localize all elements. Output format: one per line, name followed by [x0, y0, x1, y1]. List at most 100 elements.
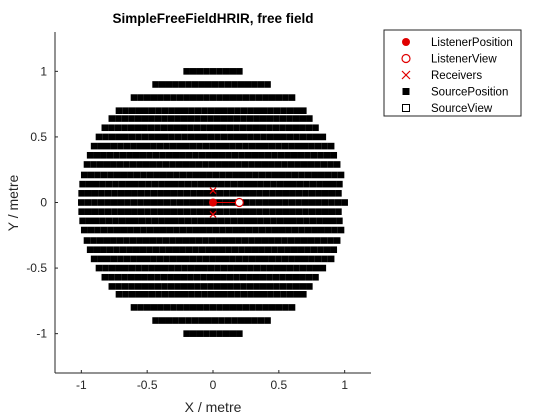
source-position-marker [221, 291, 228, 298]
source-position-marker [101, 273, 109, 281]
source-position-marker [210, 190, 217, 197]
source-position-marker [156, 237, 163, 244]
source-position-marker [210, 217, 218, 225]
source-position-marker [185, 151, 193, 159]
source-position-marker [78, 199, 85, 206]
source-position-marker [308, 199, 316, 206]
source-position-marker [87, 226, 95, 234]
source-position-marker [193, 124, 201, 132]
source-position-marker [240, 264, 248, 272]
source-position-marker [307, 161, 315, 168]
source-position-marker [214, 107, 222, 114]
source-position-marker [273, 283, 280, 290]
source-position-marker [124, 190, 132, 197]
source-position-marker [271, 226, 279, 234]
source-position-marker [91, 208, 99, 215]
source-position-marker [213, 124, 221, 132]
source-position-marker [229, 330, 237, 337]
source-position-marker [104, 208, 112, 215]
source-position-marker [324, 226, 332, 234]
source-position-marker [258, 226, 266, 234]
source-position-marker [229, 304, 237, 311]
source-position-marker [136, 142, 144, 150]
source-position-marker [100, 226, 108, 234]
source-position-marker [229, 68, 237, 75]
source-position-marker [242, 190, 250, 197]
source-position-marker [172, 317, 179, 324]
source-position-marker [141, 273, 148, 281]
source-position-marker [130, 304, 138, 311]
source-position-marker [287, 237, 295, 244]
source-position-marker [132, 246, 140, 254]
source-position-marker [229, 94, 237, 101]
source-position-marker [269, 208, 276, 215]
source-position-marker [232, 171, 239, 179]
source-position-marker [335, 208, 342, 215]
source-position-marker [294, 237, 301, 244]
source-position-marker [276, 180, 284, 188]
source-position-marker [315, 208, 322, 215]
source-position-marker [217, 217, 225, 225]
source-position-marker [187, 264, 195, 272]
source-position-marker [146, 226, 154, 234]
source-position-marker [142, 237, 150, 244]
source-position-marker [113, 226, 121, 234]
source-position-marker [148, 264, 155, 272]
source-position-marker [170, 199, 177, 206]
source-position-marker [276, 217, 284, 225]
source-position-marker [257, 317, 265, 324]
source-position-marker [174, 283, 181, 290]
source-position-marker [274, 237, 282, 244]
source-position-marker [241, 161, 249, 168]
source-position-marker [137, 190, 145, 197]
source-position-marker [257, 180, 264, 188]
source-position-marker [266, 283, 274, 290]
legend-entry: ListenerView [401, 54, 497, 66]
source-position-marker [111, 208, 118, 215]
source-position-marker [179, 171, 187, 179]
source-position-marker [221, 107, 228, 114]
source-position-marker [190, 190, 197, 197]
source-position-marker [198, 81, 205, 88]
source-position-marker [131, 190, 138, 197]
source-position-marker [229, 208, 237, 215]
source-position-marker [239, 124, 247, 132]
source-position-marker [211, 246, 219, 254]
source-position-marker [257, 81, 265, 88]
source-position-marker [322, 180, 330, 188]
source-position-marker [183, 208, 191, 215]
source-position-marker [248, 255, 256, 263]
listener-view-marker [234, 197, 244, 208]
source-position-marker [255, 142, 263, 150]
source-position-marker [238, 246, 245, 254]
source-position-marker [288, 199, 296, 206]
source-position-marker [144, 208, 151, 215]
source-position-marker [87, 171, 95, 179]
source-position-marker [189, 237, 196, 244]
source-position-marker [200, 273, 207, 281]
source-position-marker [157, 208, 164, 215]
source-position-marker [169, 142, 177, 150]
source-position-marker [302, 208, 309, 215]
source-position-marker [285, 124, 293, 132]
source-position-marker [108, 133, 116, 141]
source-position-marker [129, 161, 137, 168]
source-position-marker [213, 283, 221, 290]
source-position-marker [158, 317, 166, 324]
source-position-marker [174, 107, 182, 114]
source-position-marker [227, 115, 234, 122]
source-position-marker [220, 124, 227, 132]
y-tick-label: -0.5 [26, 261, 47, 275]
source-position-marker [119, 246, 127, 254]
source-position-marker [216, 330, 223, 337]
source-position-marker [264, 81, 271, 88]
source-position-marker [185, 246, 193, 254]
source-position-marker [299, 283, 307, 290]
source-position-marker [181, 291, 189, 298]
source-position-marker [295, 190, 303, 197]
source-position-marker [255, 255, 263, 263]
source-position-marker [118, 217, 126, 225]
y-tick-label: 0 [40, 196, 47, 210]
source-position-marker [242, 199, 250, 206]
source-position-marker [308, 190, 316, 197]
